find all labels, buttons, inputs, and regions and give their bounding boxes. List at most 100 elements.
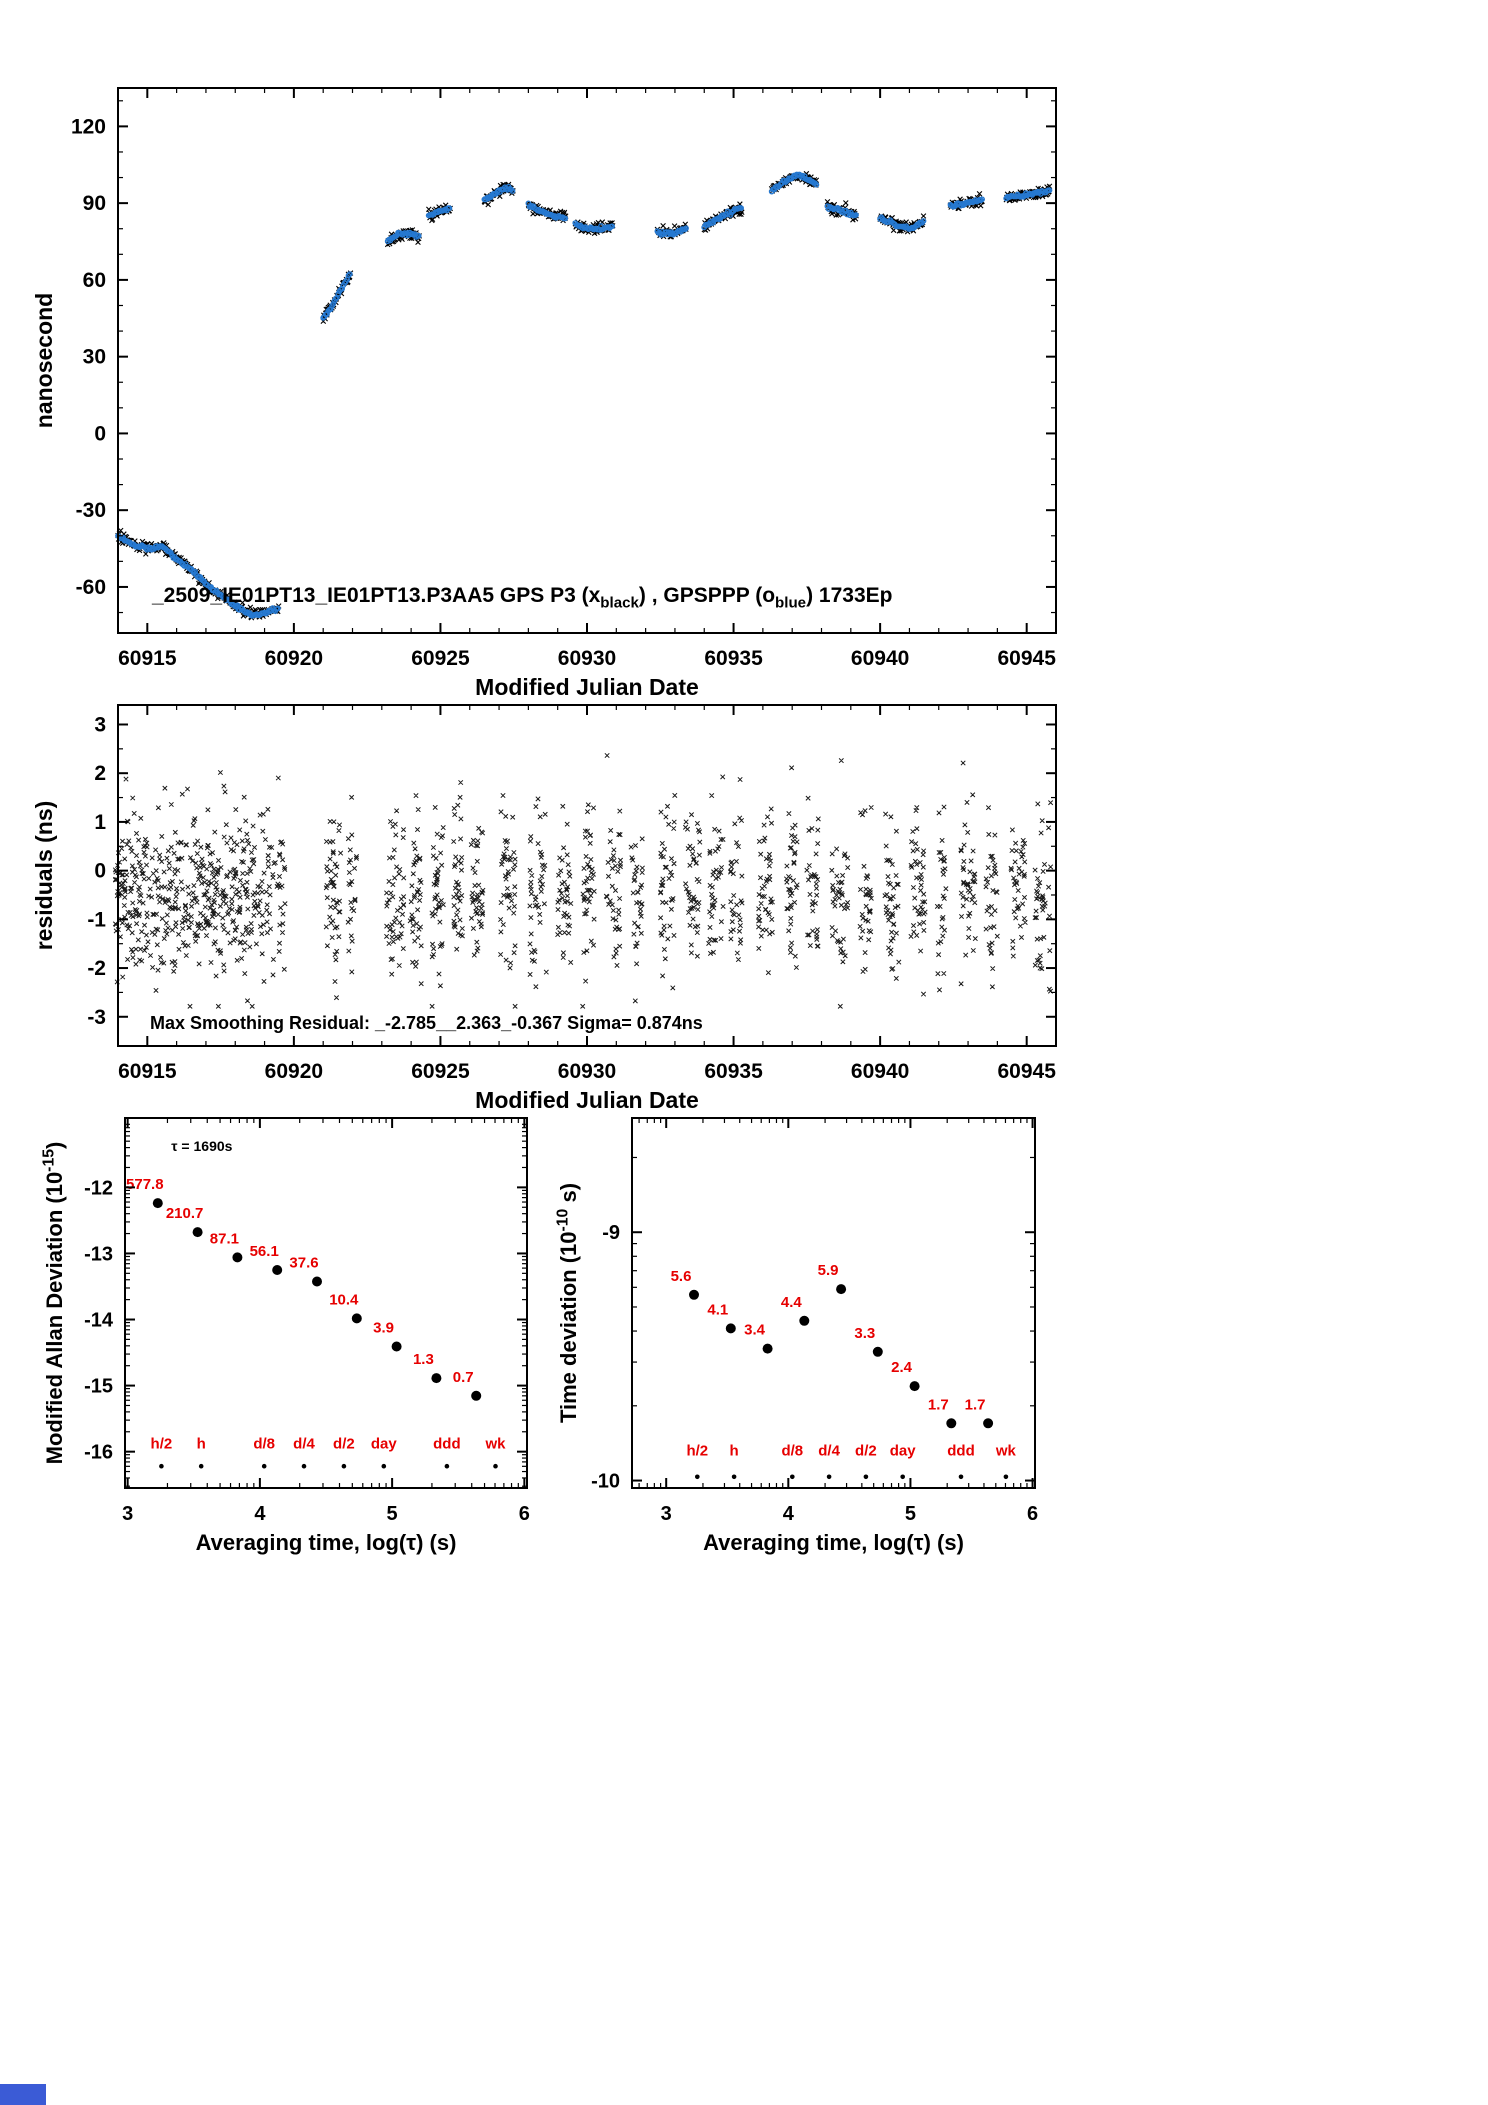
svg-text:-16: -16 — [84, 1442, 113, 1464]
y-axis-label: Time deviation (10-10 s) — [555, 1183, 581, 1423]
series-gpsppp — [115, 171, 1053, 619]
svg-text:3.9: 3.9 — [373, 1320, 394, 1337]
svg-text:60930: 60930 — [558, 647, 616, 670]
major-ticks — [118, 88, 1056, 633]
svg-text:120: 120 — [71, 115, 106, 138]
y-axis-label: Modified Allan Deviation (10-15) — [41, 1142, 67, 1465]
x-axis-label: Averaging time, log(τ) (s) — [703, 1530, 964, 1555]
svg-text:1.7: 1.7 — [928, 1396, 949, 1413]
svg-text:60945: 60945 — [997, 1060, 1056, 1083]
tau-annotation: τ = 1690s — [171, 1138, 232, 1154]
plot-box — [124, 1117, 528, 1489]
svg-text:-14: -14 — [84, 1310, 114, 1332]
svg-text:60925: 60925 — [411, 1060, 470, 1083]
series-legend: _2509_IE01PT13_IE01PT13.P3AA5 GPS P3 (xb… — [151, 584, 892, 611]
svg-text:56.1: 56.1 — [250, 1243, 279, 1260]
svg-text:2.4: 2.4 — [891, 1359, 913, 1376]
svg-text:90: 90 — [83, 192, 106, 215]
residual-annotation: Max Smoothing Residual: _-2.785__2.363_-… — [150, 1013, 703, 1033]
svg-text:4: 4 — [783, 1503, 795, 1525]
svg-text:day: day — [890, 1443, 917, 1460]
svg-text:1: 1 — [94, 811, 106, 834]
data-points — [689, 1284, 994, 1429]
svg-text:5.9: 5.9 — [818, 1262, 839, 1279]
svg-text:d/8: d/8 — [781, 1443, 803, 1460]
svg-text:-15: -15 — [84, 1376, 113, 1398]
svg-text:60940: 60940 — [851, 647, 909, 670]
plot-box — [117, 704, 1057, 1047]
svg-text:h/2: h/2 — [686, 1443, 708, 1460]
svg-text:37.6: 37.6 — [289, 1255, 318, 1272]
svg-text:3.4: 3.4 — [744, 1322, 766, 1339]
svg-text:10.4: 10.4 — [329, 1291, 359, 1308]
major-ticks — [125, 1118, 527, 1488]
svg-text:ddd: ddd — [947, 1443, 975, 1460]
svg-text:6: 6 — [519, 1503, 530, 1525]
svg-text:87.1: 87.1 — [210, 1230, 239, 1247]
svg-text:60915: 60915 — [118, 1060, 177, 1083]
svg-text:-12: -12 — [84, 1177, 113, 1199]
major-ticks — [118, 705, 1056, 1046]
value-labels: 5.6 4.1 3.4 4.4 5.9 3.3 2.4 1.7 1.7 — [671, 1262, 986, 1413]
tau-labels: h/2 h d/8 d/4 d/2 day ddd wk — [151, 1435, 506, 1469]
tick-labels: 3 4 5 6 -12 -13 -14 -15 -16 — [84, 1177, 530, 1525]
svg-text:ddd: ddd — [433, 1435, 461, 1452]
svg-text:d/4: d/4 — [818, 1443, 840, 1460]
svg-text:2: 2 — [94, 762, 106, 785]
svg-text:day: day — [371, 1435, 398, 1452]
phase-panel: _2509_IE01PT13_IE01PT13.P3AA5 GPS P3 (xb… — [31, 87, 1057, 700]
tick-labels: 60915 60920 60925 60930 60935 60940 60945 -3 -2 -… — [87, 713, 1056, 1083]
svg-text:wk: wk — [484, 1435, 506, 1452]
svg-text:4.1: 4.1 — [707, 1301, 728, 1318]
x-axis-label: Averaging time, log(τ) (s) — [196, 1530, 457, 1555]
svg-text:3: 3 — [94, 713, 106, 736]
plot-box — [117, 87, 1057, 634]
svg-text:0.7: 0.7 — [453, 1369, 474, 1386]
svg-text:60930: 60930 — [558, 1060, 616, 1083]
svg-text:60915: 60915 — [118, 647, 177, 670]
svg-text:1.7: 1.7 — [965, 1396, 986, 1413]
svg-text:60940: 60940 — [851, 1060, 909, 1083]
svg-text:3: 3 — [122, 1503, 133, 1525]
svg-text:60920: 60920 — [265, 647, 323, 670]
y-axis-label: nanosecond — [31, 293, 57, 428]
minor-ticks — [118, 88, 1056, 633]
svg-text:210.7: 210.7 — [166, 1205, 204, 1222]
svg-text:4: 4 — [254, 1503, 266, 1525]
svg-text:60945: 60945 — [997, 647, 1056, 670]
svg-text:1.3: 1.3 — [413, 1351, 434, 1368]
series-gps-p3 — [115, 170, 1053, 621]
svg-text:5.6: 5.6 — [671, 1268, 692, 1285]
plot-box — [631, 1117, 1036, 1489]
data-points — [152, 1198, 482, 1401]
svg-text:-60: -60 — [76, 576, 106, 599]
svg-text:0: 0 — [94, 860, 106, 883]
svg-text:577.8: 577.8 — [126, 1176, 164, 1193]
tdev-panel: 5.6 4.1 3.4 4.4 5.9 3.3 2.4 1.7 1.7 h/2 h d/8 d/4 d/2… — [555, 1117, 1038, 1555]
svg-text:60920: 60920 — [265, 1060, 323, 1083]
svg-text:60: 60 — [83, 269, 106, 292]
svg-text:-30: -30 — [76, 499, 106, 522]
svg-text:d/8: d/8 — [253, 1435, 275, 1452]
svg-text:3.3: 3.3 — [854, 1325, 875, 1342]
major-ticks — [632, 1118, 1035, 1488]
svg-text:h: h — [197, 1435, 206, 1452]
svg-text:5: 5 — [387, 1503, 398, 1525]
x-axis-label: Modified Julian Date — [475, 1087, 699, 1113]
residuals-panel: Max Smoothing Residual: _-2.785__2.363_-… — [31, 704, 1057, 1113]
svg-text:-13: -13 — [84, 1243, 113, 1265]
svg-text:h/2: h/2 — [151, 1435, 173, 1452]
svg-text:60925: 60925 — [411, 647, 470, 670]
svg-text:d/2: d/2 — [855, 1443, 877, 1460]
svg-text:-2: -2 — [87, 957, 106, 980]
svg-text:d/4: d/4 — [293, 1435, 315, 1452]
svg-text:6: 6 — [1027, 1503, 1038, 1525]
tick-labels: 3 4 5 6 -9 -10 — [591, 1222, 1038, 1525]
svg-text:60935: 60935 — [704, 647, 763, 670]
tick-labels: 60915 60920 60925 60930 60935 60940 60945 -60 -3… — [71, 115, 1056, 670]
svg-text:-10: -10 — [591, 1471, 620, 1493]
